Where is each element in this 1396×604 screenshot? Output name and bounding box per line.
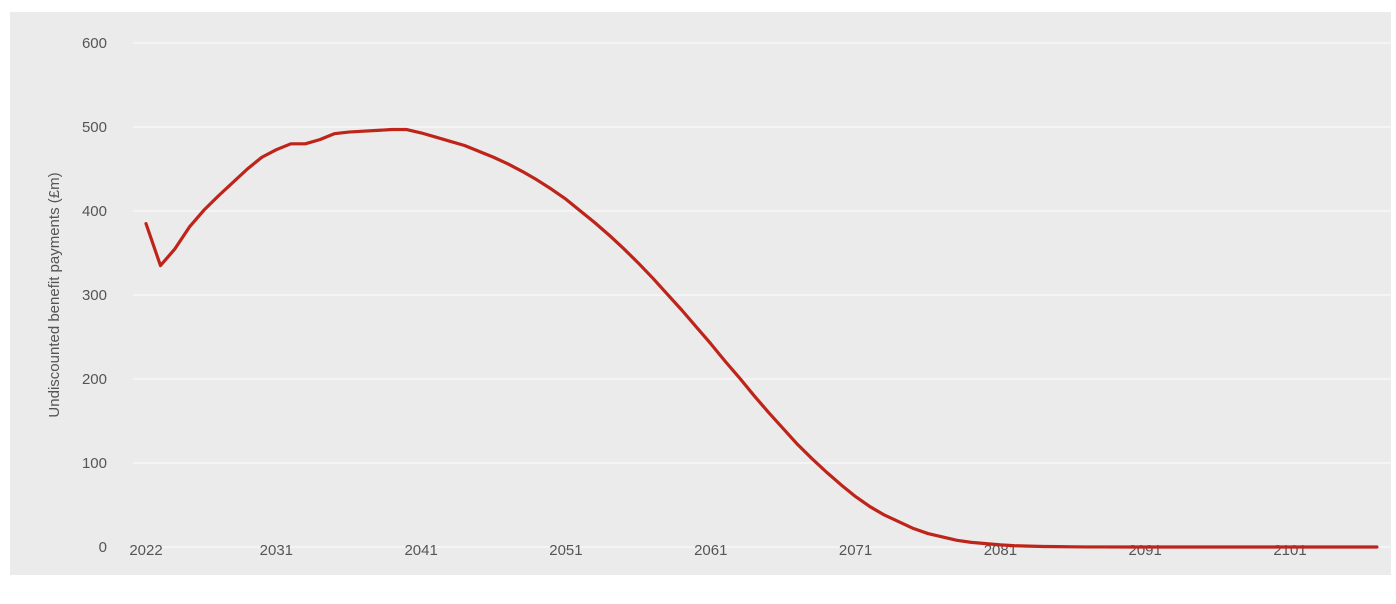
x-tick-label: 2071	[839, 542, 872, 559]
y-tick-label: 300	[82, 287, 107, 304]
x-tick-label: 2091	[1129, 542, 1162, 559]
plot-background	[10, 12, 1391, 575]
y-tick-label: 600	[82, 35, 107, 52]
x-tick-label: 2051	[549, 542, 582, 559]
x-tick-label: 2022	[129, 542, 162, 559]
x-tick-label: 2041	[404, 542, 437, 559]
series-line-0	[144, 127, 1379, 549]
x-axis-ticks: 2022 2031 2041 2051 2061 2071 2081 2091 2101	[129, 542, 1306, 559]
series-group	[144, 127, 1379, 549]
y-axis-label: Undiscounted benefit payments (£m)	[46, 172, 63, 417]
y-tick-label: 100	[82, 455, 107, 472]
x-tick-label: 2101	[1273, 542, 1306, 559]
y-axis-ticks: 0 100 200 300 400 500 600	[82, 35, 107, 556]
gridlines	[133, 42, 1391, 548]
x-tick-label: 2061	[694, 542, 727, 559]
y-tick-label: 500	[82, 119, 107, 136]
y-tick-label: 200	[82, 371, 107, 388]
y-tick-label: 0	[99, 539, 107, 556]
x-tick-label: 2031	[260, 542, 293, 559]
y-tick-label: 400	[82, 203, 107, 220]
